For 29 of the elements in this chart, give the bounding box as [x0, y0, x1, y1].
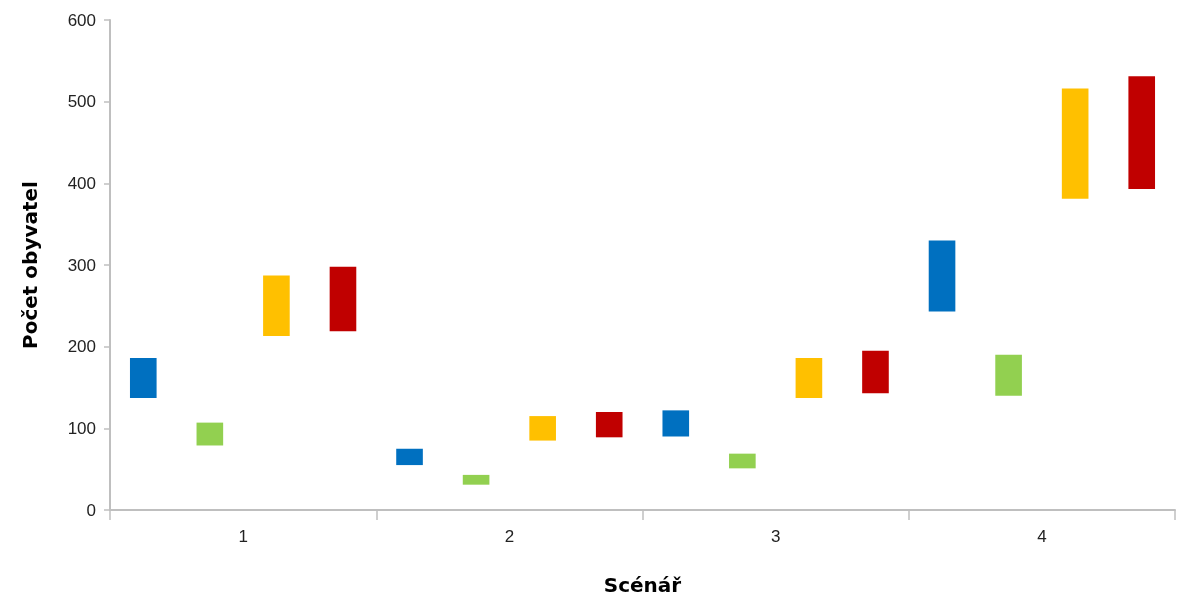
- bar: [862, 350, 889, 394]
- bar: [1061, 88, 1089, 199]
- y-tick-label: 100: [67, 418, 96, 438]
- bar: [396, 448, 423, 466]
- bar: [1128, 76, 1156, 190]
- bar: [729, 453, 756, 469]
- y-tick-label: 500: [67, 92, 96, 112]
- bar: [263, 275, 290, 337]
- bar: [595, 412, 623, 438]
- x-tick-label: 1: [238, 527, 248, 546]
- bar: [196, 422, 224, 446]
- y-axis-title: Počet obyvatel: [18, 181, 42, 349]
- bar: [795, 358, 823, 399]
- bar: [329, 266, 357, 332]
- y-tick-label: 200: [67, 337, 96, 357]
- bar: [995, 354, 1022, 396]
- bar: [662, 410, 690, 437]
- bar: [462, 474, 490, 485]
- y-tick-label: 300: [67, 255, 96, 275]
- x-tick-label: 2: [504, 527, 515, 546]
- bar: [129, 358, 157, 399]
- x-axis-title: Scénář: [603, 573, 682, 597]
- y-tick-label: 600: [67, 10, 96, 30]
- bar: [928, 240, 956, 312]
- y-tick-label: 0: [86, 500, 96, 520]
- bar: [529, 416, 556, 441]
- x-tick-label: 3: [770, 527, 781, 546]
- x-tick-label: 4: [1037, 527, 1047, 546]
- y-tick-label: 400: [67, 173, 96, 193]
